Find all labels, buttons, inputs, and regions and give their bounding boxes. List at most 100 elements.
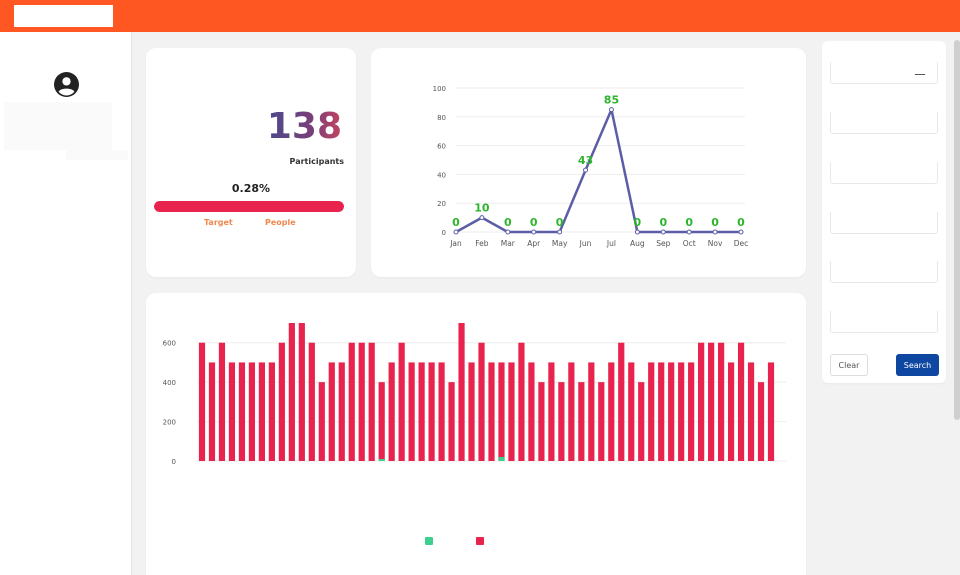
bar [588, 362, 595, 461]
bar [578, 382, 585, 461]
bar [708, 342, 715, 461]
y-tick-label: 80 [437, 114, 446, 122]
bar [268, 362, 275, 461]
bar [638, 382, 645, 461]
bar [258, 362, 265, 461]
bar [548, 362, 555, 461]
bar-chart: 0 200 400 600 [163, 323, 786, 545]
zone-chart-card: 0 200 400 600 [146, 293, 806, 575]
data-point [712, 229, 718, 235]
x-tick-label: May [552, 239, 568, 248]
bar [727, 362, 735, 461]
data-point [660, 229, 666, 235]
progress-bar [154, 201, 344, 212]
bar [368, 342, 375, 461]
bar [718, 342, 725, 461]
filter-field-5[interactable] [830, 261, 938, 283]
bar [378, 382, 385, 461]
bar-stack-segment [378, 459, 385, 461]
x-tick-label: Jan [449, 239, 462, 248]
filter-field-4[interactable] [830, 212, 938, 234]
x-tick-label: Sep [656, 239, 670, 248]
bar [308, 342, 315, 461]
bar [318, 382, 325, 461]
bar [428, 362, 435, 461]
page-scrollbar[interactable] [954, 40, 960, 420]
data-point [634, 229, 640, 235]
monthly-chart-card: 0 20 40 60 80 100 0 Jan 10 Feb 0 Mar 0 Apr 0 May 43 Jun 85… [371, 48, 806, 277]
bar [698, 342, 705, 461]
sidebar [0, 32, 132, 575]
clear-button[interactable]: Clear [830, 354, 868, 376]
people-label: People [265, 218, 296, 227]
bar [737, 342, 745, 461]
filter-field-3[interactable] [830, 162, 938, 184]
legend-swatch [476, 537, 484, 545]
x-tick-label: Jun [579, 239, 592, 248]
y-tick-label: 200 [163, 419, 176, 427]
data-label: 0 [711, 216, 719, 229]
data-point [557, 229, 563, 235]
filter-field-1[interactable] [830, 62, 938, 84]
sidebar-user-role [66, 150, 128, 160]
bar [328, 362, 335, 461]
bar [288, 323, 295, 461]
bar [678, 362, 685, 461]
bar [618, 342, 625, 461]
line-chart: 0204060801000Jan10Feb0Mar0Apr0May43Jun85… [433, 85, 749, 248]
bar [438, 362, 445, 461]
bar [558, 382, 565, 461]
bar [358, 342, 365, 461]
minus-icon [915, 74, 925, 75]
bar [458, 323, 465, 461]
data-point [531, 229, 537, 235]
bar [398, 342, 405, 461]
y-tick-label: 20 [437, 200, 446, 208]
data-label: 0 [634, 216, 642, 229]
bar [448, 382, 455, 461]
data-point [479, 215, 485, 221]
data-point [505, 229, 511, 235]
y-tick-label: 400 [163, 379, 176, 387]
bar [648, 362, 655, 461]
y-tick-label: 60 [437, 143, 446, 151]
bar [348, 342, 355, 461]
bar [218, 342, 226, 461]
account-circle-icon[interactable] [54, 72, 79, 97]
x-tick-label: Feb [475, 239, 489, 248]
bar [538, 382, 545, 461]
filter-field-2[interactable] [830, 112, 938, 134]
x-tick-label: Aug [630, 239, 645, 248]
filter-panel: Clear Search [822, 41, 946, 383]
y-tick-label: 0 [442, 229, 446, 237]
data-point [453, 229, 459, 235]
data-label: 43 [578, 154, 593, 167]
progress-bar-fill [154, 201, 344, 212]
bar [238, 362, 246, 461]
bar [747, 362, 755, 461]
bar [598, 382, 605, 461]
bar [248, 362, 255, 461]
data-label: 85 [604, 94, 619, 107]
y-tick-label: 40 [437, 171, 446, 179]
bar [528, 362, 535, 461]
x-tick-label: Jul [606, 239, 616, 248]
filter-field-6[interactable] [830, 311, 938, 333]
bar [488, 362, 495, 461]
bar [608, 362, 615, 461]
bar [757, 382, 765, 461]
logo-placeholder[interactable] [14, 5, 113, 27]
x-tick-label: Oct [683, 239, 696, 248]
data-point [583, 167, 589, 173]
data-label: 0 [530, 216, 538, 229]
bar [228, 362, 236, 461]
participant-label: Participants [289, 157, 344, 166]
x-tick-label: Mar [501, 239, 516, 248]
bar [208, 362, 216, 461]
x-tick-label: Apr [527, 239, 541, 248]
y-tick-label: 600 [163, 340, 176, 348]
bar [628, 362, 635, 461]
search-button[interactable]: Search [896, 354, 939, 376]
bar [508, 362, 515, 461]
data-label: 0 [556, 216, 564, 229]
